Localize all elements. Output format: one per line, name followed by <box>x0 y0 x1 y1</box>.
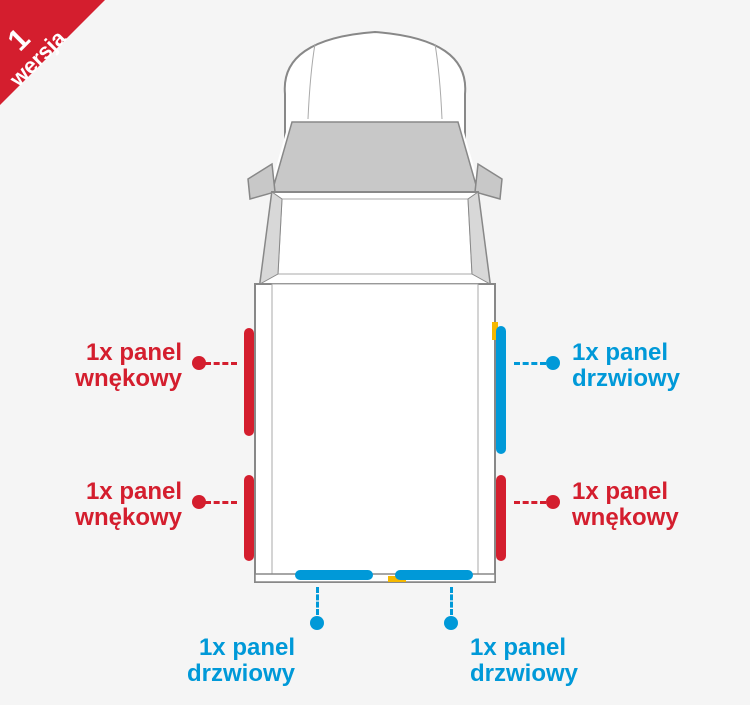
label-right-top: 1x panel drzwiowy <box>572 340 680 393</box>
label-line2: drzwiowy <box>470 661 578 687</box>
label-line2: wnękowy <box>62 505 182 531</box>
label-line1: 1x panel <box>470 635 578 661</box>
panel-bottom-left-blue <box>295 570 373 580</box>
dot-left-bottom <box>192 495 206 509</box>
label-line1: 1x panel <box>572 340 680 366</box>
dot-bottom-right <box>444 616 458 630</box>
leader-left-bottom <box>205 501 237 504</box>
panel-right-top-blue <box>496 326 506 454</box>
label-bottom-right: 1x panel drzwiowy <box>470 635 578 688</box>
label-line2: drzwiowy <box>572 366 680 392</box>
label-line1: 1x panel <box>572 479 679 505</box>
panel-left-bottom-red <box>244 475 254 561</box>
label-left-top: 1x panel wnękowy <box>62 340 182 393</box>
label-line2: drzwiowy <box>175 661 295 687</box>
label-line2: wnękowy <box>572 505 679 531</box>
leader-bottom-right <box>450 587 453 615</box>
leader-bottom-left <box>316 587 319 615</box>
leader-right-top <box>514 362 546 365</box>
label-right-bottom: 1x panel wnękowy <box>572 479 679 532</box>
label-bottom-left: 1x panel drzwiowy <box>175 635 295 688</box>
label-line1: 1x panel <box>62 340 182 366</box>
label-line1: 1x panel <box>62 479 182 505</box>
label-line1: 1x panel <box>175 635 295 661</box>
car-svg <box>220 24 530 584</box>
label-line2: wnękowy <box>62 366 182 392</box>
car-diagram <box>220 24 530 584</box>
panel-left-top-red <box>244 328 254 436</box>
label-left-bottom: 1x panel wnękowy <box>62 479 182 532</box>
panel-bottom-right-blue <box>395 570 473 580</box>
dot-left-top <box>192 356 206 370</box>
dot-bottom-left <box>310 616 324 630</box>
leader-right-bottom <box>514 501 546 504</box>
panel-right-bottom-red <box>496 475 506 561</box>
dot-right-top <box>546 356 560 370</box>
leader-left-top <box>205 362 237 365</box>
dot-right-bottom <box>546 495 560 509</box>
